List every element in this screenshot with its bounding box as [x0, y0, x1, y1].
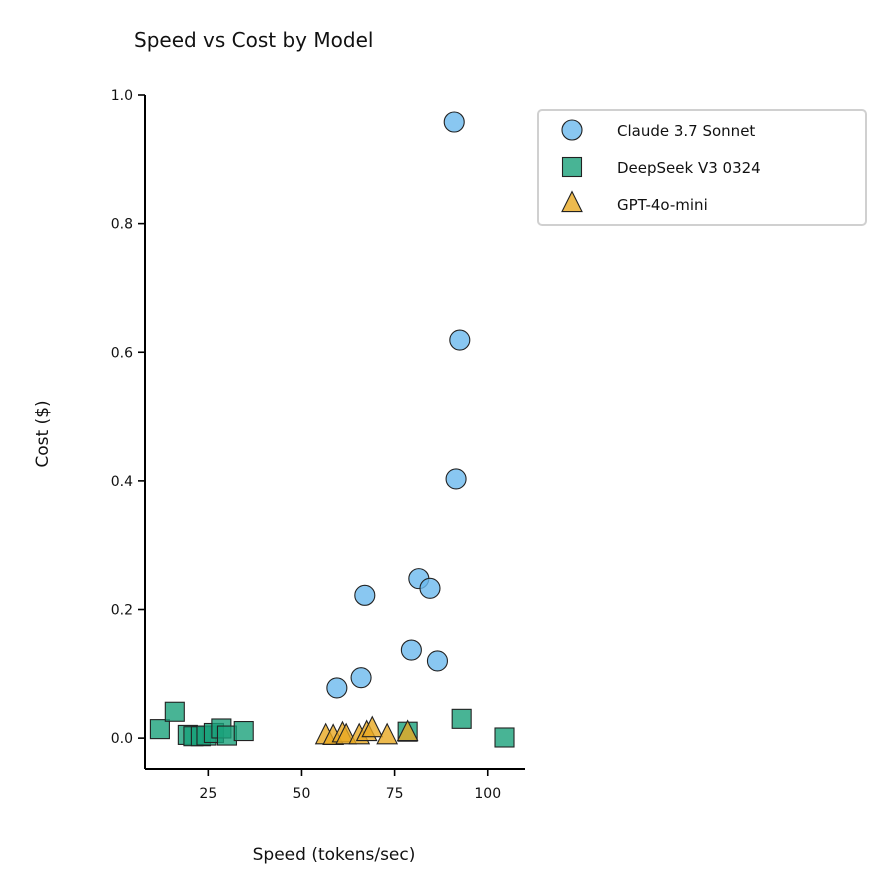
point-claude-3-7-sonnet — [354, 584, 376, 606]
ticks: 25 50 75 100 0.0 0.2 0.4 0.6 0.8 1.0 — [111, 88, 501, 802]
point-deepseek-v3-0324 — [451, 708, 472, 729]
y-tick-label: 0.2 — [111, 603, 133, 619]
x-tick-label: 25 — [199, 786, 217, 802]
point-claude-3-7-sonnet — [445, 468, 467, 490]
x-tick-label: 75 — [386, 786, 404, 802]
point-claude-3-7-sonnet — [350, 667, 372, 689]
point-deepseek-v3-0324 — [164, 701, 185, 722]
data-points — [149, 111, 515, 748]
legend-marker-deepseek-v3-0324 — [561, 156, 583, 178]
y-tick-label: 0.0 — [111, 731, 133, 747]
legend-box — [537, 109, 867, 226]
point-gpt-4o-mini — [396, 719, 419, 742]
y-tick-label: 0.8 — [111, 217, 133, 233]
point-deepseek-v3-0324 — [149, 719, 170, 740]
legend-label-gpt-4o-mini: GPT-4o-mini — [617, 196, 708, 214]
x-tick-label: 50 — [293, 786, 311, 802]
point-deepseek-v3-0324 — [216, 725, 238, 746]
point-claude-3-7-sonnet — [449, 329, 471, 351]
legend-label-claude-3-7-sonnet: Claude 3.7 Sonnet — [617, 122, 755, 140]
y-axis-label: Cost ($) — [33, 400, 53, 467]
point-claude-3-7-sonnet — [326, 677, 348, 699]
point-claude-3-7-sonnet — [400, 639, 422, 661]
axes — [144, 95, 525, 770]
point-claude-3-7-sonnet — [443, 111, 465, 133]
x-axis-label: Speed (tokens/sec) — [253, 845, 416, 865]
point-deepseek-v3-0324 — [494, 727, 515, 748]
y-tick-label: 0.6 — [111, 345, 133, 361]
point-deepseek-v3-0324 — [233, 721, 254, 742]
y-tick-label: 1.0 — [111, 88, 133, 104]
legend-label-deepseek-v3-0324: DeepSeek V3 0324 — [617, 159, 761, 177]
y-tick-label: 0.4 — [111, 474, 133, 490]
legend-marker-claude-3-7-sonnet — [561, 119, 583, 141]
point-gpt-4o-mini — [376, 722, 399, 745]
point-claude-3-7-sonnet — [426, 650, 449, 672]
legend-marker-gpt-4o-mini — [561, 190, 583, 213]
point-gpt-4o-mini — [361, 715, 384, 738]
legend: Claude 3.7 Sonnet DeepSeek V3 0324 GPT-4o-… — [537, 109, 867, 226]
point-claude-3-7-sonnet — [419, 577, 441, 599]
x-tick-label: 100 — [474, 786, 501, 802]
chart-title: Speed vs Cost by Model — [134, 28, 374, 52]
